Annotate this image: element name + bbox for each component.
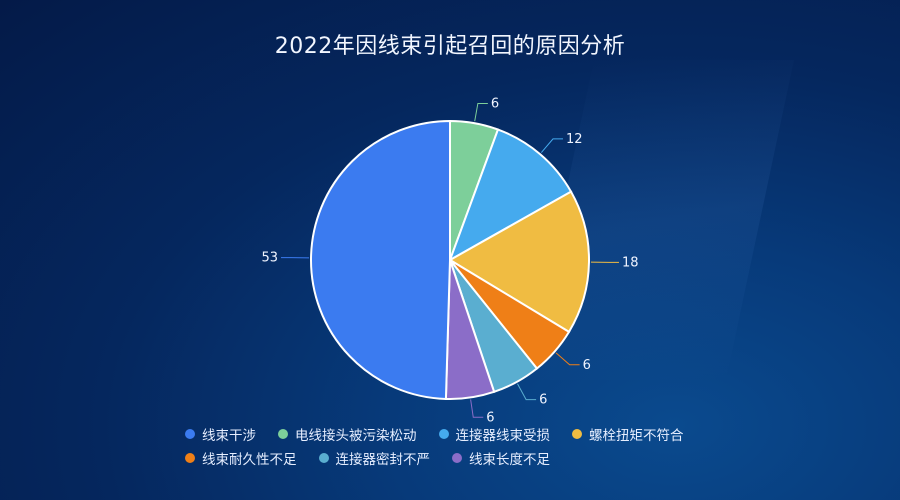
legend-row-2: 线束耐久性不足 连接器密封不严 线束长度不足 (185, 446, 745, 470)
legend-item-connector-seal[interactable]: 连接器密封不严 (318, 448, 431, 468)
legend-label: 线束干涉 (202, 428, 256, 444)
legend-dot-icon (278, 429, 288, 439)
slice-value-label: 6 (491, 96, 499, 111)
legend-label: 连接器密封不严 (335, 452, 431, 468)
legend-item-interference[interactable]: 线束干涉 (185, 424, 256, 444)
label-leader-line (474, 102, 488, 122)
legend-dot-icon (572, 429, 582, 439)
label-leader-line (540, 138, 563, 153)
legend-label: 线束耐久性不足 (202, 452, 297, 468)
pie-slice-yellow[interactable] (448, 190, 590, 334)
legend-label: 线束长度不足 (469, 452, 550, 468)
legend-item-connector-damage[interactable]: 连接器线束受损 (438, 424, 551, 444)
legend-row-1: 线束干涉 电线接头被污染松动 连接器线束受损 螺栓扭矩不符合 (185, 422, 745, 446)
legend: 线束干涉 电线接头被污染松动 连接器线束受损 螺栓扭矩不符合 线束耐久性不足 连… (185, 422, 745, 470)
slice-value-label: 6 (539, 393, 547, 408)
label-leader-line (555, 352, 580, 366)
slice-value-label: 6 (486, 410, 494, 425)
legend-label: 连接器线束受损 (455, 428, 551, 444)
legend-dot-icon (185, 453, 195, 463)
legend-item-durability[interactable]: 线束耐久性不足 (185, 448, 297, 468)
legend-item-contaminated-joint[interactable]: 电线接头被污染松动 (278, 424, 417, 444)
pie-slice-blue[interactable] (310, 119, 451, 400)
legend-label: 电线接头被污染松动 (295, 428, 417, 444)
chart-title: 2022年因线束引起召回的原因分析 (274, 34, 626, 59)
legend-dot-icon (438, 429, 449, 439)
legend-dot-icon (452, 453, 462, 463)
legend-item-bolt-torque[interactable]: 螺栓扭矩不符合 (572, 424, 684, 444)
legend-dot-icon (185, 429, 195, 439)
slice-value-label: 18 (622, 255, 639, 270)
pie-slice-lightblue[interactable] (448, 128, 573, 263)
label-leader-line (517, 383, 537, 401)
label-leader-line (470, 399, 484, 418)
slice-value-label: 12 (566, 132, 583, 147)
legend-dot-icon (318, 453, 329, 463)
legend-item-length[interactable]: 线束长度不足 (452, 448, 550, 468)
slice-value-label: 53 (261, 251, 278, 266)
legend-label: 螺栓扭矩不符合 (589, 428, 684, 444)
slice-value-label: 6 (583, 358, 591, 373)
